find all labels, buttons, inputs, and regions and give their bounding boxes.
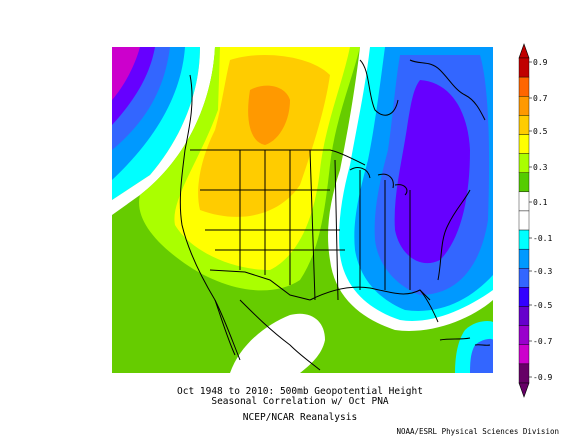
colorbar-segment [518,363,530,384]
colorbar-segment [518,96,530,116]
colorbar-segment [518,115,530,135]
colorbar-bottom-arrow [518,382,530,398]
colorbar-tick-label: 0.3 [533,163,548,172]
colorbar-segment [518,191,530,212]
colorbar-tick-label: -0.3 [533,267,552,276]
credit-text: NOAA/ESRL Physical Sciences Division [396,427,559,436]
colorbar-tick-label: 0.1 [533,198,548,207]
colorbar-tick-label: 0.7 [533,94,548,103]
colorbar-segment [518,172,530,193]
colorbar-segment [518,210,530,231]
colorbar-segment [518,268,530,288]
colorbar-top-arrow [518,43,530,59]
colorbar-tick-label: -0.5 [533,301,552,310]
colorbar-segment [518,57,530,78]
colorbar-tick-label: 0.5 [533,127,548,136]
colorbar-segment [518,344,530,365]
caption-source: NCEP/NCAR Reanalysis [242,412,358,423]
colorbar-segment [518,325,530,345]
colorbar-tick-label: -0.9 [533,373,552,382]
caption-title: Oct 1948 to 2010: 500mb Geopotential Hei… [177,386,423,397]
map-outlines [179,59,491,371]
colorbar-segment [518,76,530,97]
correlation-field [112,47,493,373]
colorbar-segment [518,306,530,326]
caption-subtitle: Seasonal Correlation w/ Oct PNA [211,396,389,407]
colorbar: 0.9 0.7 0.5 0.3 0.1 -0.1 -0.3 -0.5 -0.7 -0.9 [518,43,552,398]
colorbar-segment [518,229,530,250]
colorbar-tick-label: -0.7 [533,337,552,346]
colorbar-tick-label: 0.9 [533,58,548,67]
colorbar-segment [518,153,530,173]
colorbar-segment [518,287,530,307]
colorbar-segment [518,248,530,269]
colorbar-segment [518,134,530,154]
colorbar-tick-label: -0.1 [533,234,552,243]
